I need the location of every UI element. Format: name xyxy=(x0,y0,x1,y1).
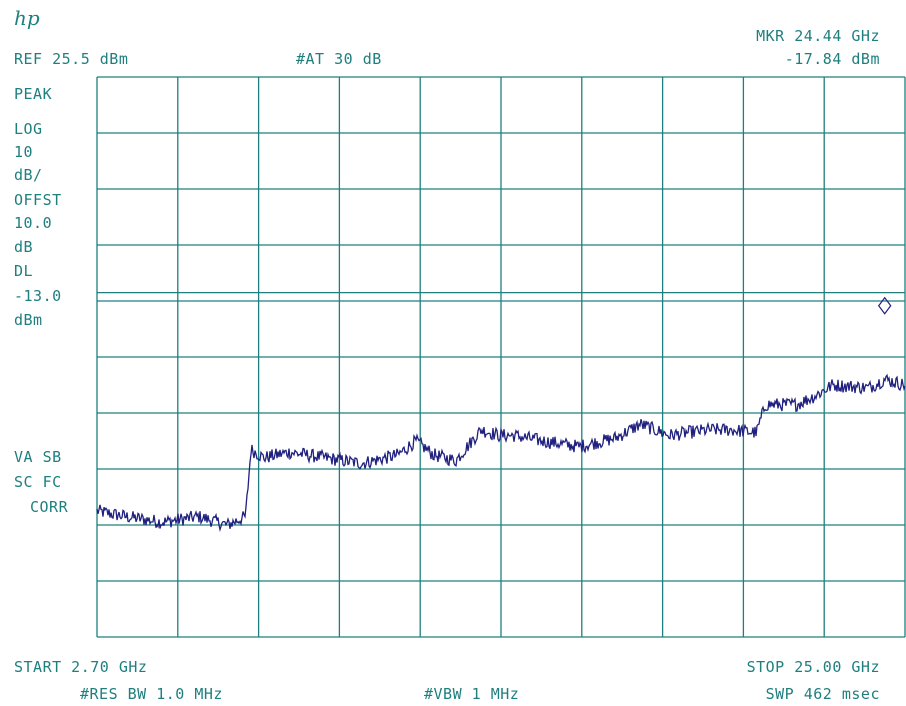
video-bandwidth: #VBW 1 MHz xyxy=(424,685,520,703)
marker-diamond-icon xyxy=(877,296,892,315)
spectrum-trace xyxy=(96,373,906,532)
start-frequency: START 2.70 GHz xyxy=(14,658,148,676)
status-corr: CORR xyxy=(30,498,69,516)
offset-unit: dB xyxy=(14,238,34,256)
sweep-time: SWP 462 msec xyxy=(765,685,880,703)
offset-label: OFFST xyxy=(14,191,62,209)
display-line-unit: dBm xyxy=(14,311,43,329)
resolution-bandwidth: #RES BW 1.0 MHz xyxy=(80,685,223,703)
status-va-sb: VA SB xyxy=(14,448,62,466)
offset-value: 10.0 xyxy=(14,214,53,232)
display-line-value: -13.0 xyxy=(14,287,62,305)
stop-frequency: STOP 25.00 GHz xyxy=(746,658,880,676)
marker-level: -17.84 dBm xyxy=(784,50,880,68)
display-line-label: DL xyxy=(14,262,34,280)
marker-diamond xyxy=(877,296,892,315)
attenuation: #AT 30 dB xyxy=(296,50,382,68)
scale-type: LOG xyxy=(14,120,43,138)
detector-label: PEAK xyxy=(14,85,53,103)
hp-logo: hp xyxy=(14,6,40,30)
scale-value: 10 xyxy=(14,143,34,161)
status-sc-fc: SC FC xyxy=(14,473,62,491)
marker-frequency: MKR 24.44 GHz xyxy=(756,27,880,45)
reference-level: REF 25.5 dBm xyxy=(14,50,129,68)
scale-unit: dB/ xyxy=(14,166,43,184)
graticule xyxy=(96,76,906,638)
